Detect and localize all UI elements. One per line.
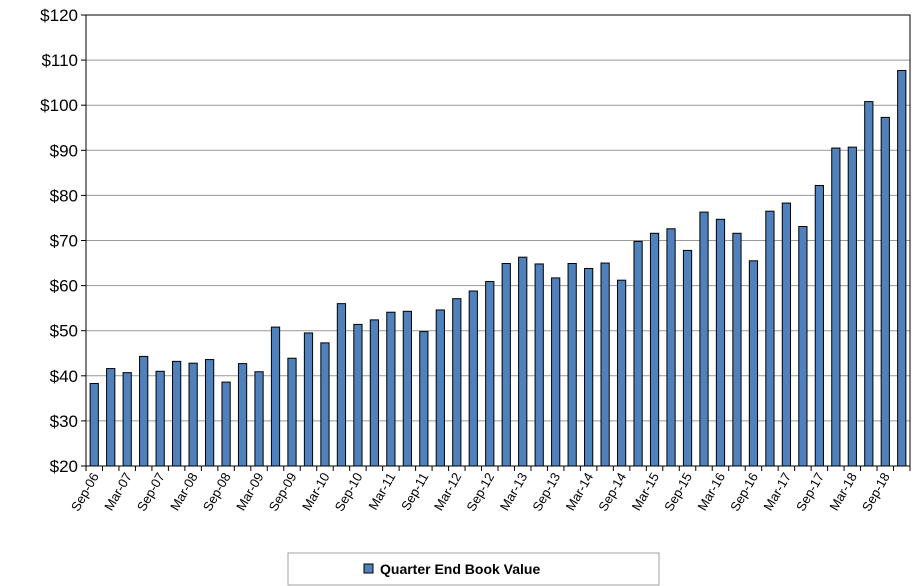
bar xyxy=(715,218,726,467)
bar xyxy=(139,355,149,467)
bar xyxy=(402,310,412,467)
bar xyxy=(649,232,660,467)
bar xyxy=(847,146,857,467)
x-tick-label: Mar-12 xyxy=(431,470,465,513)
x-tick-label: Mar-08 xyxy=(167,470,201,513)
bar xyxy=(814,184,824,467)
bar xyxy=(336,303,347,467)
x-tick-label: Mar-11 xyxy=(365,470,398,512)
bar xyxy=(880,116,890,467)
x-tick-label: Sep-17 xyxy=(793,470,827,514)
y-tick-label: $110 xyxy=(41,51,78,70)
legend-box xyxy=(287,552,660,586)
bar xyxy=(798,226,808,467)
y-tick-label: $50 xyxy=(50,322,78,341)
bar xyxy=(468,290,478,467)
bars xyxy=(89,69,907,467)
bar xyxy=(254,371,264,467)
bar xyxy=(732,232,742,467)
bar xyxy=(221,381,231,467)
bar xyxy=(452,298,462,467)
y-tick-label: $20 xyxy=(50,457,78,476)
y-tick-label: $40 xyxy=(50,367,78,386)
bar xyxy=(270,326,281,467)
bar xyxy=(600,262,610,467)
y-tick-label: $70 xyxy=(50,232,78,251)
bar xyxy=(748,260,759,467)
bar xyxy=(534,263,544,467)
bar xyxy=(122,372,132,467)
x-tick-label: Sep-12 xyxy=(463,470,497,514)
x-tick-label: Mar-07 xyxy=(101,470,135,513)
bar xyxy=(106,368,116,467)
legend-label: Quarter End Book Value xyxy=(380,561,540,577)
bar xyxy=(353,323,363,467)
y-tick-label: $60 xyxy=(50,277,78,296)
bar xyxy=(584,267,594,467)
x-tick-label: Sep-18 xyxy=(859,470,893,514)
x-tick-label: Mar-09 xyxy=(233,470,267,513)
x-tick-label: Mar-15 xyxy=(629,470,663,513)
y-tick-label: $90 xyxy=(50,141,78,160)
y-tick-label: $120 xyxy=(40,6,78,25)
x-tick-label: Sep-15 xyxy=(661,470,695,514)
x-tick-labels: Sep-06 Mar-07 Sep-07 Mar-08 Sep-08 Mar-09 Sep-… xyxy=(68,470,893,514)
x-tick-label: Mar-18 xyxy=(826,470,860,513)
y-tick-label: $80 xyxy=(50,186,78,205)
x-tick-label: Mar-17 xyxy=(760,470,794,513)
x-tick-label: Mar-16 xyxy=(694,470,728,513)
bar xyxy=(781,202,792,467)
y-tick-labels: $20 $30 $40 $50 $60 $70 $80 $90 $100 $110 $120 xyxy=(40,6,78,476)
bar xyxy=(551,277,561,467)
bar xyxy=(501,263,511,467)
legend-swatch xyxy=(363,563,374,574)
x-tick-label: Mar-14 xyxy=(563,470,597,513)
bar xyxy=(435,309,445,467)
x-tick-label: Sep-10 xyxy=(332,470,366,514)
bar xyxy=(204,359,215,467)
bar xyxy=(419,331,429,467)
bar xyxy=(89,382,99,467)
y-tick-label: $100 xyxy=(40,96,78,115)
axes xyxy=(85,14,911,471)
x-tick-label: Sep-11 xyxy=(398,470,431,513)
bar xyxy=(699,211,709,467)
legend: Quarter End Book Value xyxy=(287,552,660,586)
bar xyxy=(864,101,874,467)
bar xyxy=(320,342,330,467)
bar xyxy=(633,240,643,467)
bar xyxy=(765,210,775,467)
x-tick-label: Sep-16 xyxy=(727,470,761,514)
x-tick-label: Mar-10 xyxy=(299,470,333,513)
x-tick-label: Sep-08 xyxy=(200,470,234,514)
bar xyxy=(666,228,676,467)
bar xyxy=(897,69,907,467)
bar xyxy=(518,256,528,467)
bar xyxy=(155,370,165,467)
x-tick-label: Mar-13 xyxy=(497,470,531,513)
x-tick-label: Sep-06 xyxy=(68,470,102,514)
bar xyxy=(303,332,314,467)
y-tick-label: $30 xyxy=(50,412,78,431)
bar xyxy=(567,263,577,467)
bar xyxy=(188,362,198,467)
x-tick-label: Sep-09 xyxy=(266,470,300,514)
bar xyxy=(831,147,841,467)
bar xyxy=(616,279,627,467)
bar xyxy=(287,357,297,467)
bar xyxy=(172,360,182,467)
x-tick-label: Sep-07 xyxy=(134,470,168,514)
x-tick-label: Sep-13 xyxy=(529,470,563,514)
bar xyxy=(682,249,693,467)
bar xyxy=(485,281,495,467)
bar xyxy=(237,363,248,467)
x-tick-label: Sep-14 xyxy=(595,470,629,514)
bar xyxy=(369,319,380,467)
bar xyxy=(386,311,396,467)
